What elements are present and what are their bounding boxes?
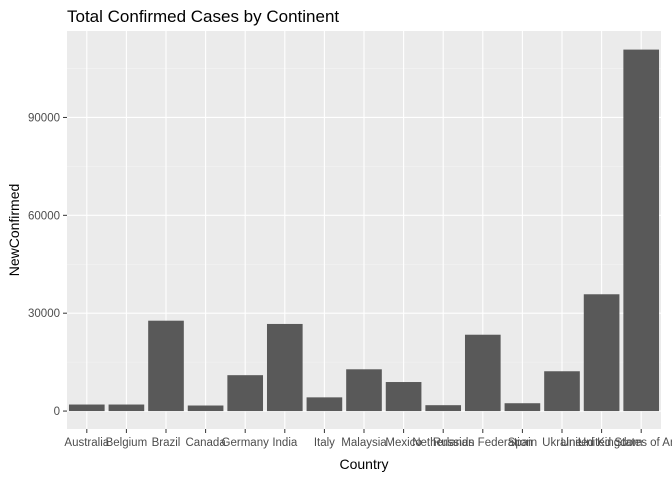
bars bbox=[68, 49, 660, 412]
bar-russian-federation bbox=[464, 334, 501, 412]
x-tick-label: Malaysia bbox=[341, 437, 387, 449]
bar-spain bbox=[504, 403, 541, 412]
x-tick-label: Brazil bbox=[152, 437, 181, 449]
bar-brazil bbox=[148, 320, 184, 412]
x-axis-title: Country bbox=[339, 456, 388, 472]
bar-australia bbox=[68, 404, 105, 412]
bar-india bbox=[266, 323, 303, 412]
y-tick-label: 30000 bbox=[28, 308, 60, 320]
x-tick-label: Italy bbox=[314, 437, 335, 449]
x-tick-label: India bbox=[272, 437, 298, 449]
bar-belgium bbox=[108, 404, 145, 412]
bar-united-states-of-america bbox=[623, 49, 660, 412]
x-tick-label: Russian Federation bbox=[433, 437, 533, 449]
chart-title: Total Confirmed Cases by Continent bbox=[67, 7, 339, 26]
x-tick-label: United Kingdom bbox=[561, 437, 643, 449]
bar-united-kingdom bbox=[583, 294, 620, 412]
y-tick-label: 0 bbox=[54, 406, 60, 418]
x-tick-label: Netherlands bbox=[412, 437, 474, 449]
y-axis-title: NewConfirmed bbox=[6, 184, 22, 277]
bar-germany bbox=[227, 375, 264, 412]
bar-mexico bbox=[385, 382, 422, 412]
y-axis: 0 30000 60000 90000 bbox=[28, 112, 67, 418]
x-tick-label: Spain bbox=[508, 437, 537, 449]
y-tick-label: 90000 bbox=[28, 112, 60, 124]
x-tick-label: Germany bbox=[222, 437, 270, 449]
x-tick-label: Canada bbox=[185, 437, 226, 449]
x-tick-label: Mexico bbox=[385, 437, 421, 449]
x-tick-label: Australia bbox=[64, 437, 109, 449]
bar-ukraine bbox=[544, 371, 580, 412]
bar-netherlands bbox=[425, 405, 462, 412]
x-tick-label: United States of America bbox=[578, 437, 672, 449]
x-tick-label: Ukraine bbox=[542, 437, 582, 449]
bar-canada bbox=[187, 405, 224, 412]
x-tick-label: Belgium bbox=[106, 437, 148, 449]
bar-italy bbox=[306, 397, 343, 412]
bar-malaysia bbox=[346, 369, 382, 412]
y-tick-label: 60000 bbox=[28, 210, 60, 222]
